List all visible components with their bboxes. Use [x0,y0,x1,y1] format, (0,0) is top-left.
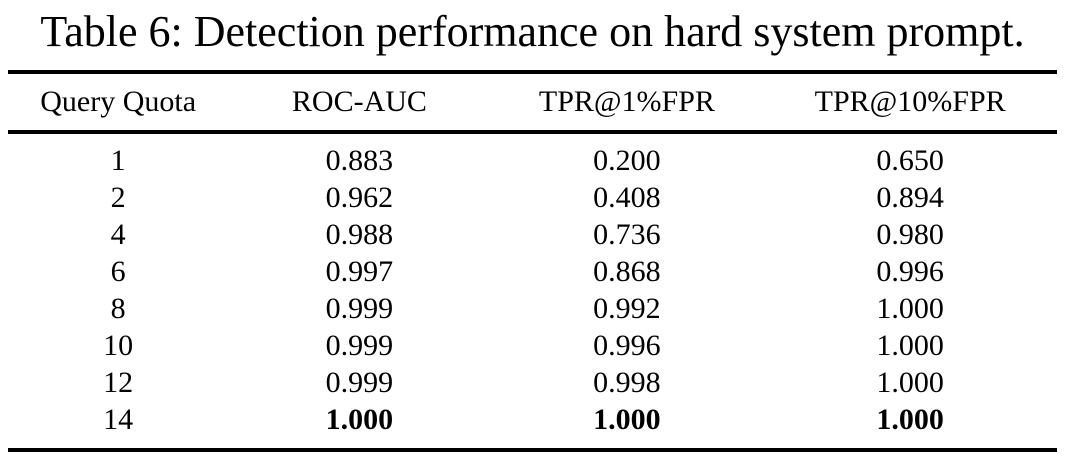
table-header: Query Quota ROC-AUC TPR@1%FPR TPR@10%FPR [8,72,1057,132]
column-header-roc-auc: ROC-AUC [291,85,427,118]
cell-roc-auc: 0.999 [325,291,394,325]
table-row: 10 0.999 0.996 1.000 [8,327,1057,364]
cell-tpr1fpr: 0.996 [593,328,661,362]
cell-tpr1fpr: 0.200 [593,143,661,177]
cell-tpr10fpr: 1.000 [876,291,944,325]
header-row: Query Quota ROC-AUC TPR@1%FPR TPR@10%FPR [8,72,1057,132]
cell-query-quota: 4 [110,217,126,251]
cell-tpr1fpr: 0.992 [593,291,661,325]
table-caption: Table 6: Detection performance on hard s… [40,7,1025,56]
cell-tpr10fpr: 0.650 [876,143,944,177]
cell-query-quota: 2 [110,180,126,214]
table-row: 4 0.988 0.736 0.980 [8,216,1057,253]
column-header-tpr1fpr: TPR@1%FPR [538,85,715,118]
cell-roc-auc: 0.962 [325,180,394,214]
table-row: 1 0.883 0.200 0.650 [8,132,1057,179]
column-header-tpr10fpr: TPR@10%FPR [814,85,1006,118]
column-header-query-quota: Query Quota [40,85,197,118]
cell-query-quota: 14 [103,402,134,436]
table-row: 2 0.962 0.408 0.894 [8,179,1057,216]
cell-tpr10fpr: 0.980 [876,217,944,251]
cell-tpr1fpr: 1.000 [593,402,661,436]
cell-tpr10fpr: 1.000 [876,365,944,399]
cell-roc-auc: 0.999 [325,365,394,399]
cell-roc-auc: 0.997 [325,254,394,288]
cell-tpr10fpr: 1.000 [876,328,944,362]
table-row: 6 0.997 0.868 0.996 [8,253,1057,290]
cell-tpr1fpr: 0.868 [593,254,661,288]
cell-roc-auc: 0.999 [325,328,394,362]
cell-query-quota: 12 [103,365,134,399]
table-container: Query Quota ROC-AUC TPR@1%FPR TPR@10%FPR… [8,70,1057,452]
cell-query-quota: 1 [110,143,126,177]
table-row: 12 0.999 0.998 1.000 [8,364,1057,401]
cell-roc-auc: 0.988 [325,217,394,251]
cell-tpr10fpr: 0.894 [876,180,944,214]
table-row: 8 0.999 0.992 1.000 [8,290,1057,327]
cell-query-quota: 8 [110,291,126,325]
cell-query-quota: 10 [103,328,134,362]
cell-tpr1fpr: 0.408 [593,180,661,214]
table-body: 1 0.883 0.200 0.650 2 0.962 0.408 0.894 … [8,132,1057,450]
cell-query-quota: 6 [110,254,126,288]
cell-tpr10fpr: 0.996 [876,254,944,288]
cell-roc-auc: 0.883 [325,143,394,177]
cell-roc-auc: 1.000 [325,402,394,436]
cell-tpr1fpr: 0.736 [593,217,661,251]
table-row: 14 1.000 1.000 1.000 [8,401,1057,450]
results-table: Query Quota ROC-AUC TPR@1%FPR TPR@10%FPR… [8,70,1057,452]
cell-tpr1fpr: 0.998 [593,365,661,399]
cell-tpr10fpr: 1.000 [876,402,944,436]
